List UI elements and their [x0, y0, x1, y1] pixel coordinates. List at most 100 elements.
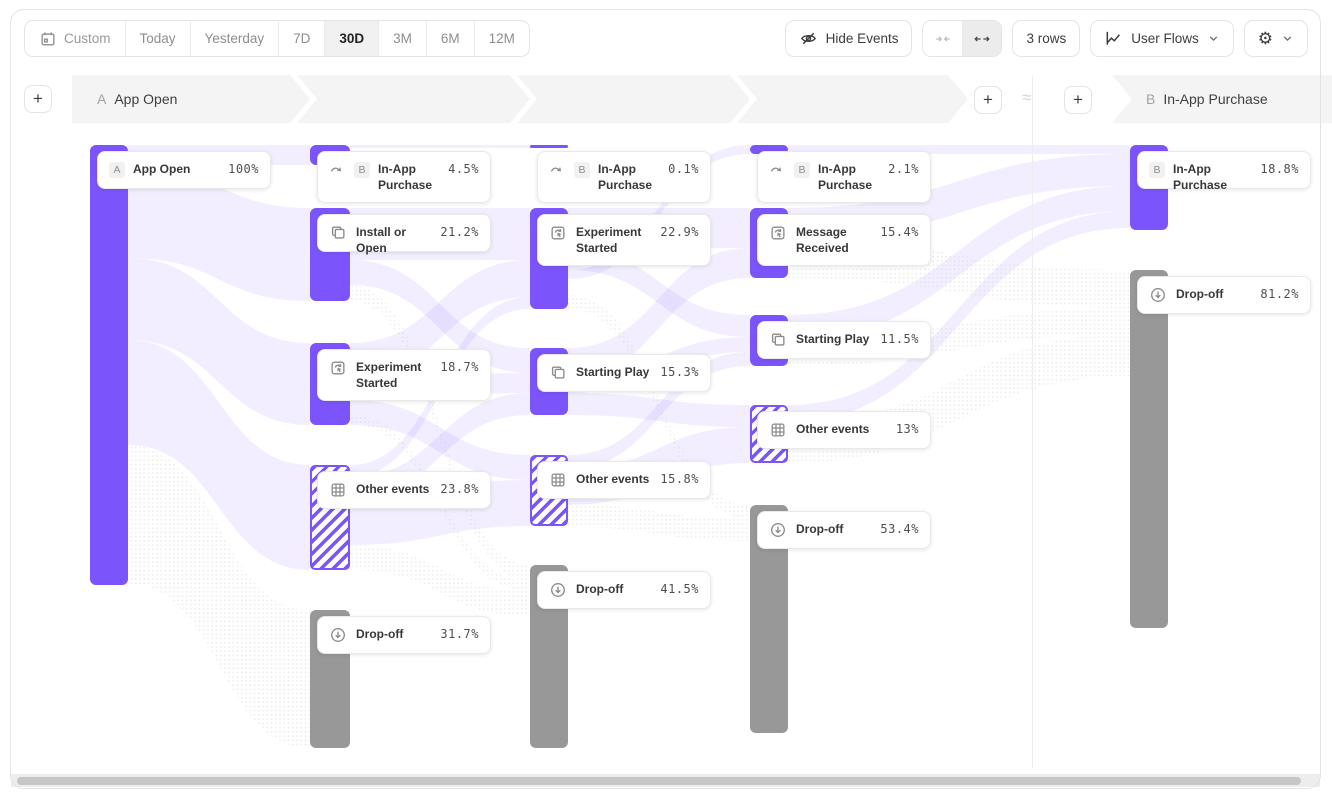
app-card-frame — [10, 9, 1321, 789]
node-value: 22.9% — [660, 225, 699, 239]
grid-icon — [329, 481, 347, 499]
flow-bar-drop-off[interactable] — [1130, 270, 1168, 628]
node-value: 0.1% — [668, 162, 699, 176]
step-b-letter: B — [1146, 91, 1156, 107]
node-label: Other events — [796, 422, 870, 436]
node-label: Drop-off — [356, 627, 404, 641]
node-label: Message Received — [796, 225, 849, 256]
grid-icon — [769, 421, 787, 439]
flow-ribbon — [128, 445, 310, 748]
node-label: In-App Purchase — [818, 162, 873, 193]
flow-node-card-starting-play[interactable]: Starting Play 11.5% — [757, 321, 931, 359]
date-range-selector: Custom Today Yesterday 7D 30D 3M 6M 12M — [24, 20, 530, 57]
flow-bar-in-app-purchase[interactable] — [750, 145, 788, 154]
node-label: App Open — [133, 162, 191, 176]
node-value: 4.5% — [448, 162, 479, 176]
node-value: 31.7% — [440, 627, 479, 641]
custom-event-icon — [769, 224, 787, 242]
flow-node-card-drop-off[interactable]: Drop-off 31.7% — [317, 616, 491, 654]
custom-event-icon — [329, 359, 347, 377]
node-label: In-App Purchase — [1173, 162, 1228, 193]
flow-node-card-in-app-purchase[interactable]: B In-App Purchase 18.8% — [1137, 151, 1311, 192]
flow-ribbon — [350, 285, 530, 581]
step-header-3[interactable] — [517, 75, 750, 123]
hide-events-label: Hide Events — [825, 31, 899, 46]
flow-node-card-experiment-started[interactable]: Experiment Started 22.9% — [537, 214, 711, 266]
step-header-4[interactable] — [737, 75, 968, 123]
flow-node-card-in-app-purchase[interactable]: B In-App Purchase 2.1% — [757, 151, 931, 203]
step-header-a1[interactable] — [72, 75, 310, 123]
date-range-30d[interactable]: 30D — [324, 21, 379, 56]
flow-node-card-other-events[interactable]: Other events 13% — [757, 411, 931, 449]
custom-event-icon — [549, 224, 567, 242]
node-value: 11.5% — [880, 332, 919, 346]
node-label: Experiment Started — [356, 360, 422, 391]
settings-button[interactable]: ⚙ — [1243, 20, 1308, 57]
date-range-today[interactable]: Today — [124, 21, 190, 56]
expand-columns-button[interactable] — [962, 21, 1002, 56]
date-range-3m[interactable]: 3M — [378, 21, 426, 56]
squares-icon — [329, 224, 347, 242]
node-label: In-App Purchase — [378, 162, 433, 193]
step-b-header-label: B In-App Purchase — [1146, 75, 1268, 123]
node-value: 100% — [228, 162, 259, 176]
date-range-custom[interactable]: Custom — [25, 21, 125, 56]
flow-node-card-drop-off[interactable]: Drop-off 81.2% — [1137, 276, 1311, 314]
view-selector-button[interactable]: User Flows — [1090, 20, 1234, 57]
flow-node-card-app-open[interactable]: A App Open 100% — [97, 151, 271, 189]
hide-events-button[interactable]: Hide Events — [784, 20, 913, 57]
curved-arrow-icon — [549, 161, 565, 177]
calendar-icon — [39, 30, 57, 48]
collapse-icon — [934, 30, 952, 48]
flow-node-card-in-app-purchase[interactable]: B In-App Purchase 4.5% — [317, 151, 491, 203]
node-value: 15.4% — [880, 225, 919, 239]
flow-node-card-install-or-open[interactable]: Install or Open 21.2% — [317, 214, 491, 255]
flow-node-card-other-events[interactable]: Other events 15.8% — [537, 461, 711, 499]
flow-node-card-drop-off[interactable]: Drop-off 41.5% — [537, 571, 711, 609]
horizontal-scrollbar-thumb[interactable] — [17, 776, 1301, 785]
rows-button[interactable]: 3 rows — [1012, 20, 1081, 57]
flow-node-card-drop-off[interactable]: Drop-off 53.4% — [757, 511, 931, 549]
dropoff-icon — [329, 626, 347, 644]
flow-chart-icon — [1104, 29, 1123, 48]
date-range-6m[interactable]: 6M — [425, 21, 474, 56]
node-value: 53.4% — [880, 522, 919, 536]
flow-ribbon — [568, 393, 750, 427]
date-range-yesterday[interactable]: Yesterday — [189, 21, 279, 56]
grid-icon — [549, 471, 567, 489]
collapse-columns-button[interactable] — [923, 21, 963, 56]
flow-node-card-other-events[interactable]: Other events 23.8% — [317, 471, 491, 509]
node-value: 2.1% — [888, 162, 919, 176]
node-label: Install or Open — [356, 225, 407, 256]
node-label: In-App Purchase — [598, 162, 653, 193]
flow-bar-in-app-purchase[interactable] — [530, 145, 568, 148]
add-step-before-button[interactable]: + — [24, 85, 52, 113]
add-step-after-a-button[interactable]: + — [974, 86, 1002, 114]
node-value: 41.5% — [660, 582, 699, 596]
date-range-7d[interactable]: 7D — [278, 21, 324, 56]
node-value: 21.2% — [440, 225, 479, 239]
flow-node-card-experiment-started[interactable]: Experiment Started 18.7% — [317, 349, 491, 401]
gear-icon: ⚙ — [1257, 29, 1273, 48]
node-label: Drop-off — [576, 582, 624, 596]
step-header-b[interactable] — [1112, 75, 1332, 123]
dropoff-icon — [549, 581, 567, 599]
date-range-12m[interactable]: 12M — [473, 21, 529, 56]
node-value: 23.8% — [440, 482, 479, 496]
node-value: 15.3% — [660, 365, 699, 379]
flow-node-card-message-received[interactable]: Message Received 15.4% — [757, 214, 931, 266]
flow-ribbon — [128, 340, 310, 570]
step-b-badge: B — [1149, 162, 1165, 178]
flow-node-card-starting-play[interactable]: Starting Play 15.3% — [537, 354, 711, 392]
flow-ribbon — [350, 545, 530, 616]
flow-bar-app-open[interactable] — [90, 145, 128, 585]
approx-connector-icon: ≈ — [1022, 88, 1032, 107]
flow-ribbon — [568, 505, 750, 541]
step-a-title: App Open — [114, 91, 178, 107]
add-step-before-b-button[interactable]: + — [1064, 86, 1092, 114]
step-header-2[interactable] — [297, 75, 530, 123]
date-range-label: Custom — [64, 31, 111, 46]
expand-icon — [973, 30, 991, 48]
flow-ribbon — [128, 258, 310, 425]
flow-node-card-in-app-purchase[interactable]: B In-App Purchase 0.1% — [537, 151, 711, 203]
